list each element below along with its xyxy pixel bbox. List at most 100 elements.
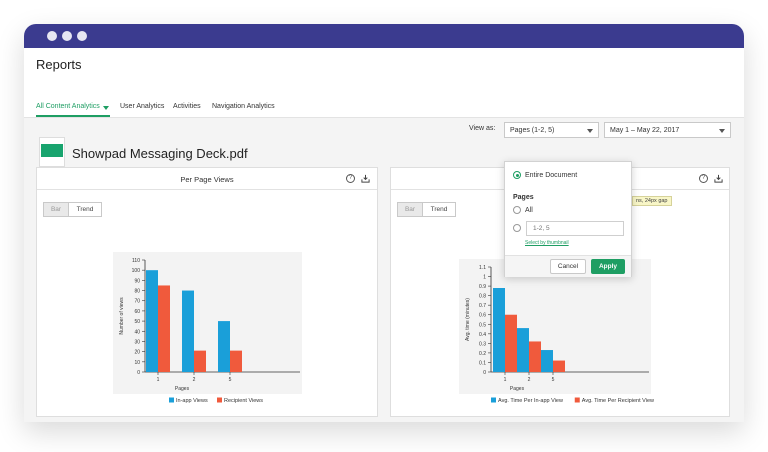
- window-dot-icon[interactable]: [62, 31, 72, 41]
- cancel-button[interactable]: Cancel: [550, 259, 586, 274]
- y-tick-label: 0.4: [479, 332, 486, 338]
- date-range-select[interactable]: May 1 – May 22, 2017: [604, 122, 731, 138]
- bar: [541, 350, 553, 372]
- window-titlebar: [24, 24, 744, 48]
- bar: [517, 328, 529, 372]
- x-tick-label: 2: [528, 377, 531, 383]
- help-icon[interactable]: ?: [346, 174, 355, 183]
- download-icon[interactable]: [361, 174, 370, 183]
- x-axis-label: Pages: [510, 386, 525, 392]
- tab-user-analytics[interactable]: User Analytics: [120, 103, 165, 110]
- legend-swatch: [574, 397, 580, 403]
- x-axis-label: Pages: [175, 386, 190, 392]
- date-range-value: May 1 – May 22, 2017: [610, 127, 680, 134]
- legend-swatch: [169, 397, 174, 403]
- y-tick-label: 0: [483, 370, 486, 376]
- y-tick-label: 70: [134, 299, 140, 305]
- legend-swatch: [491, 397, 496, 403]
- y-tick-label: 10: [134, 360, 140, 366]
- all-pages-radio[interactable]: [513, 206, 521, 214]
- page-range-radio[interactable]: [513, 224, 521, 232]
- y-tick-label: 30: [134, 339, 140, 345]
- bar-toggle-button[interactable]: Bar: [43, 202, 69, 217]
- pages-select[interactable]: Pages (1-2, 5): [504, 122, 599, 138]
- bar: [505, 314, 517, 372]
- y-tick-label: 0.7: [479, 303, 486, 309]
- y-tick-label: 100: [132, 268, 141, 274]
- tooltip-fragment: ns, 24px gap: [632, 196, 672, 206]
- y-tick-label: 0.5: [479, 322, 486, 328]
- entire-document-label: Entire Document: [525, 172, 578, 179]
- bar: [218, 321, 230, 372]
- panel-header: Per Page Views ?: [37, 168, 377, 190]
- chevron-down-icon[interactable]: [103, 106, 109, 110]
- x-tick-label: 1: [157, 377, 160, 383]
- per-page-views-panel: Per Page Views ? Bar Trend 0 10 20 30 40 50 60…: [36, 167, 378, 417]
- avg-time-chart: 0 0.1 0.2 0.3 0.4 0.5 0.6 0.7 0.8 0.9 1 1.1 1 2 5 Pages…: [459, 259, 654, 404]
- y-tick-label: 90: [134, 278, 140, 284]
- trend-toggle-button[interactable]: Trend: [422, 202, 456, 217]
- x-tick-label: 5: [552, 377, 555, 383]
- select-by-thumbnail-link[interactable]: Select by thumbnail: [525, 240, 569, 246]
- window-dot-icon[interactable]: [77, 31, 87, 41]
- bar: [158, 285, 170, 372]
- y-tick-label: 0.2: [479, 351, 486, 357]
- tab-all-content-analytics[interactable]: All Content Analytics: [36, 103, 100, 110]
- bar: [182, 290, 194, 372]
- y-axis-label: Avg. time (minutes): [465, 298, 471, 341]
- y-axis-label: Number of views: [119, 297, 125, 335]
- x-tick-label: 1: [504, 377, 507, 383]
- apply-button[interactable]: Apply: [591, 259, 625, 274]
- download-icon[interactable]: [714, 174, 723, 183]
- x-tick-label: 5: [229, 377, 232, 383]
- y-tick-label: 0.8: [479, 294, 486, 300]
- thumbnail-image: [41, 144, 63, 157]
- bar: [529, 341, 541, 372]
- chart-plot-background: [113, 252, 302, 394]
- y-tick-label: 0.3: [479, 341, 486, 347]
- y-tick-label: 0.9: [479, 284, 486, 290]
- bar: [146, 270, 158, 372]
- legend-swatch: [217, 397, 222, 403]
- pages-popover: Entire Document Pages All Select by thum…: [504, 161, 632, 277]
- x-tick-label: 2: [193, 377, 196, 383]
- y-tick-label: 60: [134, 309, 140, 315]
- pages-heading: Pages: [513, 194, 534, 201]
- trend-toggle-button[interactable]: Trend: [68, 202, 102, 217]
- help-icon[interactable]: ?: [699, 174, 708, 183]
- per-page-views-chart: 0 10 20 30 40 50 60 70 80 90 100 110 1 2 5 Pages Number …: [113, 252, 302, 404]
- page-range-input[interactable]: [526, 221, 624, 236]
- reports-header: Reports All Content Analytics User Analy…: [24, 48, 744, 118]
- y-tick-label: 0.6: [479, 313, 486, 319]
- legend-label: Avg. Time Per In-app View: [498, 398, 563, 404]
- app-window: Reports All Content Analytics User Analy…: [24, 24, 744, 422]
- tab-navigation-analytics[interactable]: Navigation Analytics: [212, 103, 275, 110]
- bar: [230, 350, 242, 372]
- legend-label: In-app Views: [176, 398, 208, 404]
- bar: [553, 360, 565, 372]
- active-tab-indicator: [36, 115, 110, 117]
- window-dot-icon[interactable]: [47, 31, 57, 41]
- bar: [194, 350, 206, 372]
- y-tick-label: 20: [134, 350, 140, 356]
- tab-activities[interactable]: Activities: [173, 103, 201, 110]
- page-title: Reports: [36, 57, 82, 72]
- view-as-label: View as:: [469, 125, 496, 132]
- popover-footer: Cancel Apply: [505, 255, 631, 277]
- document-bar: Showpad Messaging Deck.pdf: [24, 119, 744, 167]
- entire-document-radio[interactable]: [513, 171, 521, 179]
- all-pages-label: All: [525, 207, 533, 214]
- legend-label: Avg. Time Per Recipient View: [582, 398, 654, 404]
- y-tick-label: 40: [134, 329, 140, 335]
- bar: [493, 288, 505, 372]
- y-tick-label: 80: [134, 289, 140, 295]
- chevron-down-icon: [587, 129, 593, 133]
- pages-select-value: Pages (1-2, 5): [510, 127, 555, 134]
- document-title: Showpad Messaging Deck.pdf: [72, 146, 248, 161]
- y-tick-label: 1.1: [479, 265, 486, 271]
- y-tick-label: 1: [483, 275, 486, 281]
- document-thumbnail: [39, 137, 65, 167]
- legend-label: Recipient Views: [224, 398, 263, 404]
- chart-plot-background: [459, 259, 651, 394]
- y-tick-label: 110: [132, 258, 140, 264]
